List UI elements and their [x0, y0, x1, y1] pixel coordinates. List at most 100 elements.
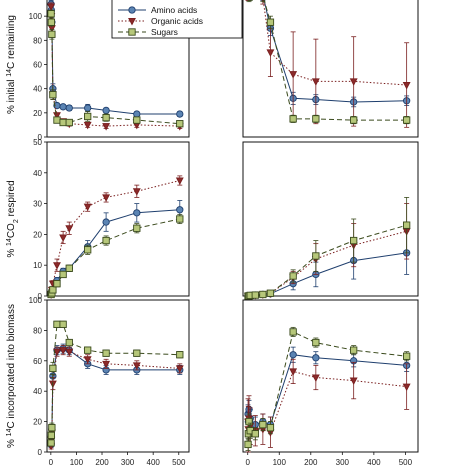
- data-point-organic-acids: [132, 188, 141, 196]
- y-tick-label: 30: [33, 200, 42, 209]
- y-tick-label: 80: [33, 326, 42, 335]
- data-point-sugars: [259, 420, 267, 429]
- data-point-sugars: [289, 272, 297, 280]
- data-point-organic-acids: [102, 360, 111, 369]
- data-point-sugars: [49, 91, 57, 99]
- data-point-sugars: [84, 346, 92, 354]
- data-point-organic-acids: [349, 78, 358, 86]
- data-point-sugars: [133, 116, 141, 124]
- y-tick-label: 100: [29, 12, 43, 21]
- data-point-sugars: [176, 351, 184, 359]
- data-point-amino-acids: [289, 351, 297, 359]
- data-point-organic-acids: [289, 368, 298, 376]
- series-layer: [244, 326, 411, 453]
- series-layer: [245, 0, 411, 128]
- panel-grid: 020406080100120% initial 14C remaining01…: [6, 0, 419, 467]
- data-point-sugars: [47, 18, 55, 26]
- y-tick-label: 0: [38, 448, 43, 457]
- data-point-organic-acids: [102, 194, 111, 202]
- x-tick-label: 300: [336, 458, 350, 467]
- data-point-amino-acids: [133, 209, 141, 217]
- data-point-organic-acids: [175, 365, 184, 373]
- plot-frame: [242, 0, 419, 138]
- data-point-sugars: [350, 346, 358, 354]
- plot-frame: [242, 299, 419, 453]
- data-point-amino-acids: [176, 206, 184, 214]
- data-point-sugars: [244, 440, 252, 449]
- data-point-sugars: [251, 430, 259, 438]
- data-point-sugars: [65, 118, 73, 127]
- data-point-sugars: [53, 320, 61, 328]
- legend-marker-amino-acids: [128, 6, 136, 14]
- data-point-sugars: [312, 338, 320, 347]
- series-line-organic-acids: [50, 180, 180, 295]
- data-point-organic-acids: [311, 374, 320, 383]
- data-point-sugars: [251, 291, 259, 299]
- data-point-organic-acids: [53, 348, 61, 357]
- data-point-sugars: [312, 115, 320, 123]
- data-point-sugars: [65, 264, 73, 272]
- data-point-amino-acids: [102, 218, 110, 226]
- y-tick-label: 80: [33, 36, 42, 45]
- data-point-sugars: [49, 286, 57, 294]
- data-point-organic-acids: [311, 78, 320, 86]
- data-point-sugars: [350, 116, 358, 124]
- data-point-organic-acids: [102, 123, 111, 131]
- legend-label-amino-acids: Amino acids: [151, 5, 197, 15]
- data-point-organic-acids: [83, 203, 92, 212]
- data-point-amino-acids: [312, 354, 320, 362]
- data-point-organic-acids: [266, 49, 275, 57]
- data-point-organic-acids: [83, 121, 92, 130]
- x-tick-label: 300: [121, 458, 135, 467]
- y-tick-label: 40: [33, 169, 42, 178]
- x-tick-label: 100: [70, 458, 84, 467]
- data-point-sugars: [402, 221, 411, 229]
- series-layer: [47, 175, 184, 299]
- data-point-organic-acids: [175, 177, 184, 185]
- y-axis-label: % 14CO2 respired: [6, 180, 20, 257]
- data-point-sugars: [266, 18, 275, 26]
- data-point-sugars: [47, 431, 55, 439]
- data-point-sugars: [49, 364, 57, 373]
- data-point-sugars: [312, 252, 320, 260]
- data-point-sugars: [133, 349, 141, 357]
- series-line-organic-acids: [262, 0, 407, 86]
- y-tick-label: 20: [33, 109, 42, 118]
- data-point-sugars: [402, 116, 411, 124]
- y-tick-label: 10: [33, 261, 42, 270]
- data-point-sugars: [289, 115, 297, 123]
- series-line-organic-acids: [248, 230, 407, 297]
- data-point-organic-acids: [59, 347, 68, 355]
- data-point-sugars: [176, 215, 184, 223]
- data-point-sugars: [259, 290, 267, 299]
- data-point-organic-acids: [53, 262, 61, 270]
- y-tick-label: 0: [38, 133, 43, 142]
- legend-marker-sugars: [128, 28, 136, 36]
- data-point-organic-acids: [47, 3, 56, 11]
- y-tick-label: 60: [33, 61, 42, 70]
- data-point-organic-acids: [65, 225, 74, 233]
- panel-bottom-left: 0 20 40 60 80 100 0 100 200 300 400 500 % 14C incorp…: [6, 296, 190, 467]
- series-line-organic-acids: [50, 349, 180, 446]
- data-point-sugars: [133, 224, 141, 232]
- plot-frame: [242, 141, 419, 297]
- data-point-sugars: [84, 246, 92, 254]
- y-axis-label: % initial 14C remaining: [6, 15, 18, 114]
- x-tick-label: 200: [95, 458, 109, 467]
- data-point-sugars: [102, 114, 110, 122]
- x-tick-label: 0: [246, 458, 251, 467]
- data-point-organic-acids: [132, 362, 141, 370]
- data-point-amino-acids: [65, 104, 73, 112]
- data-point-amino-acids: [102, 106, 110, 115]
- y-tick-label: 50: [33, 138, 42, 147]
- data-point-sugars: [53, 280, 61, 288]
- data-point-organic-acids: [289, 71, 298, 79]
- data-point-organic-acids: [83, 356, 92, 364]
- plot-frame: [46, 299, 190, 453]
- legend-label-organic-acids: Organic acids: [151, 16, 203, 26]
- y-tick-label: 20: [33, 230, 42, 239]
- data-point-organic-acids: [402, 383, 411, 392]
- series-line-amino-acids: [247, 354, 407, 426]
- panel-top-left: 020406080100120% initial 14C remaining: [6, 0, 190, 142]
- data-point-sugars: [266, 424, 275, 432]
